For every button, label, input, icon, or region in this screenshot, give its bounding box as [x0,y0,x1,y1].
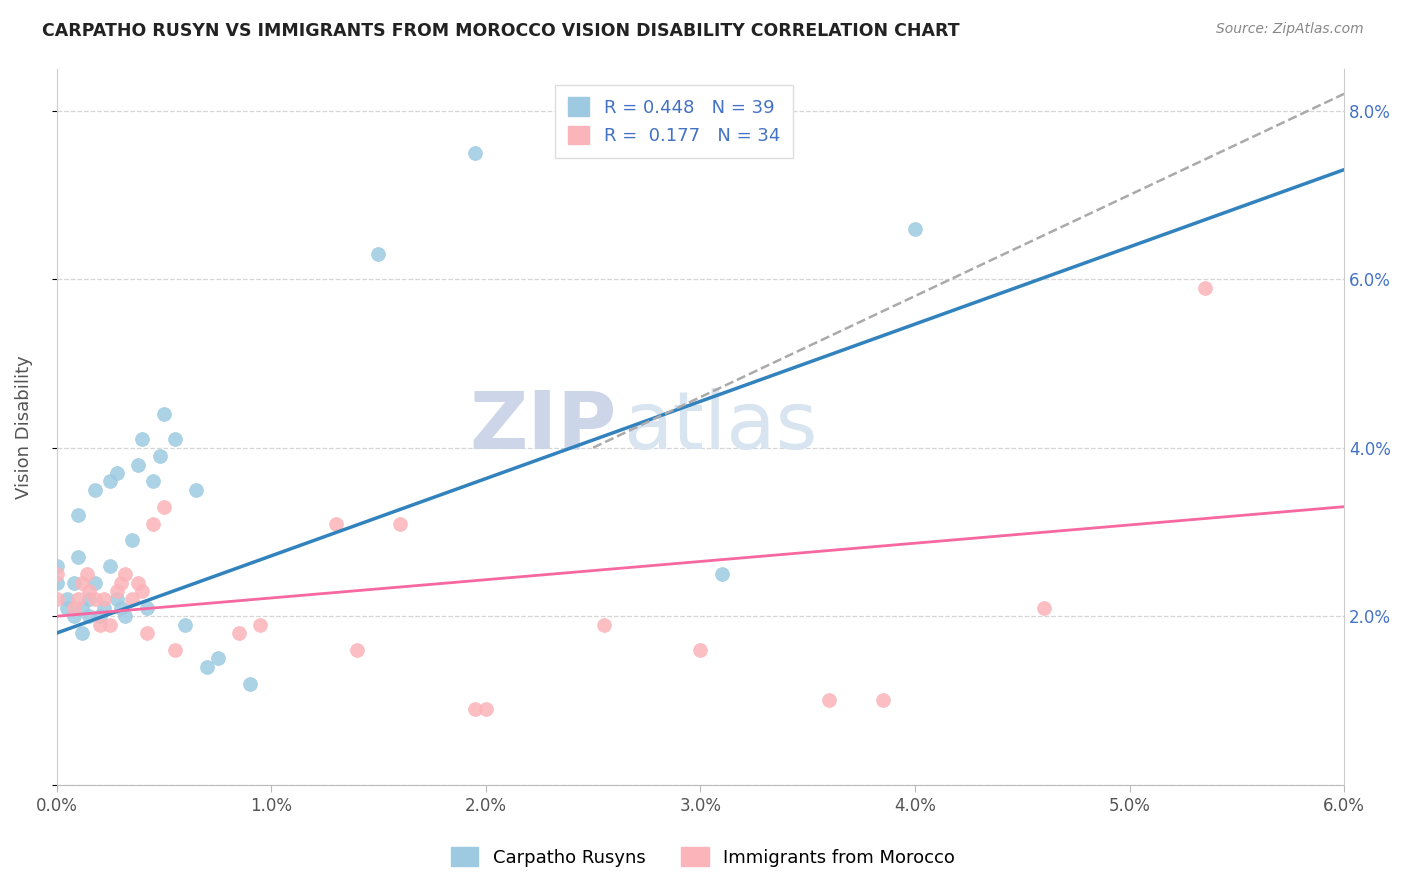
Point [135,626,157,640]
Point [67,550,90,565]
Point [98,617,121,632]
Point [105,583,128,598]
Point [114,567,136,582]
Text: ZIP: ZIP [470,388,617,466]
Point [249,617,271,632]
Point [325,516,347,531]
Point [135,600,157,615]
Point [72,575,94,590]
Text: Source: ZipAtlas.com: Source: ZipAtlas.com [1216,22,1364,37]
Point [904,221,927,235]
Point [142,475,165,489]
Y-axis label: Vision Disability: Vision Disability [15,355,32,499]
Point [592,617,614,632]
Point [105,592,128,607]
Point [239,676,262,690]
Point [56,600,79,615]
Point [45,575,67,590]
Point [84,575,107,590]
Point [818,693,841,707]
Point [45,558,67,573]
Point [163,643,186,657]
Point [77,609,100,624]
Point [142,516,165,531]
Point [174,617,197,632]
Point [127,458,149,472]
Point [77,592,100,607]
Point [1032,600,1054,615]
Point [153,500,176,514]
Point [149,449,172,463]
Point [89,617,111,632]
Point [464,145,486,160]
Point [77,583,100,598]
Point [84,592,107,607]
Text: atlas: atlas [623,388,817,466]
Point [367,247,389,261]
Point [121,592,143,607]
Legend: R = 0.448   N = 39, R =  0.177   N = 34: R = 0.448 N = 39, R = 0.177 N = 34 [555,85,793,158]
Point [72,626,94,640]
Point [1194,280,1216,294]
Point [93,592,115,607]
Point [56,592,79,607]
Point [84,483,107,497]
Point [131,432,153,446]
Point [127,575,149,590]
Point [93,600,115,615]
Point [195,660,218,674]
Point [62,600,84,615]
Point [110,600,132,615]
Point [72,600,94,615]
Point [45,592,67,607]
Point [67,508,90,522]
Point [98,475,121,489]
Point [346,643,368,657]
Point [228,626,250,640]
Text: CARPATHO RUSYN VS IMMIGRANTS FROM MOROCCO VISION DISABILITY CORRELATION CHART: CARPATHO RUSYN VS IMMIGRANTS FROM MOROCC… [42,22,960,40]
Point [121,533,143,548]
Point [114,609,136,624]
Point [105,466,128,480]
Point [388,516,411,531]
Point [62,609,84,624]
Point [689,643,711,657]
Point [710,567,733,582]
Point [163,432,186,446]
Point [872,693,894,707]
Point [131,583,153,598]
Point [184,483,207,497]
Point [110,575,132,590]
Point [67,592,90,607]
Point [76,567,98,582]
Legend: Carpatho Rusyns, Immigrants from Morocco: Carpatho Rusyns, Immigrants from Morocco [444,840,962,874]
Point [153,407,176,421]
Point [45,567,67,582]
Point [98,558,121,573]
Point [475,702,498,716]
Point [207,651,229,665]
Point [62,575,84,590]
Point [464,702,486,716]
Point [89,609,111,624]
